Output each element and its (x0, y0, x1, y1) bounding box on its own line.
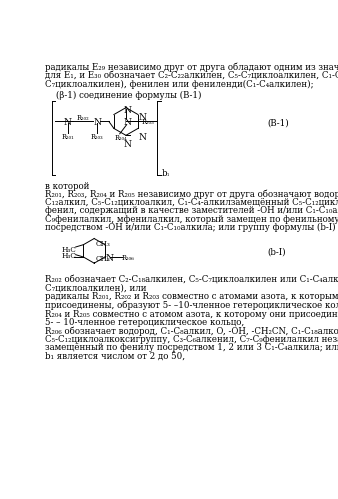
Text: посредством -OH и/или C₁-C₁₀алкила; или группу формулы (b-I): посредством -OH и/или C₁-C₁₀алкила; или … (45, 223, 336, 232)
Text: C₇циклоалкилен), фенилен или фениленди(C₁-C₄алкилен);: C₇циклоалкилен), фенилен или фениленди(C… (45, 80, 314, 89)
Text: R₂₀₁: R₂₀₁ (62, 133, 74, 141)
Text: N: N (124, 106, 132, 115)
Text: (b-I): (b-I) (267, 248, 286, 257)
Text: R₂₀₄ и R₂₀₅ совместно с атомом азота, к которому они присоединены, образуют: R₂₀₄ и R₂₀₅ совместно с атомом азота, к … (45, 309, 338, 319)
Text: N: N (139, 133, 147, 142)
Text: N: N (64, 118, 72, 127)
Text: C₉фенилалкил, мфенилалкил, который замещен по фенильному радикалу: C₉фенилалкил, мфенилалкил, который замещ… (45, 215, 338, 224)
Text: N: N (93, 118, 101, 127)
Text: b₁ является числом от 2 до 50,: b₁ является числом от 2 до 50, (45, 352, 186, 361)
Text: N: N (124, 140, 132, 149)
Text: R₂₀₆ обозначает водород, C₁-C₈алкил, O, -OH, -CH₂CN, C₁-C₁₈алкоксигруппу,: R₂₀₆ обозначает водород, C₁-C₈алкил, O, … (45, 326, 338, 336)
Text: C₁₂алкил, C₅-C₁₂циклоалкил, C₁-C₄-алкилзамещённый C₅-C₁₂циклоалкил, фенил,: C₁₂алкил, C₅-C₁₂циклоалкил, C₁-C₄-алкилз… (45, 198, 338, 207)
Text: R₂₀₆: R₂₀₆ (122, 254, 135, 262)
Text: фенил, содержащий в качестве заместителей -OH и/или C₁-C₁₀алкил; C₇-: фенил, содержащий в качестве заместителе… (45, 206, 338, 215)
Text: N: N (106, 254, 114, 263)
Text: радикалы R₂₀₁, R₂₀₂ и R₂₀₃ совместно с атомами азота, к которым они: радикалы R₂₀₁, R₂₀₂ и R₂₀₃ совместно с а… (45, 292, 338, 301)
Text: b: b (162, 169, 168, 178)
Text: (β-1) соединение формулы (B-1): (β-1) соединение формулы (B-1) (56, 91, 202, 100)
Text: N: N (139, 113, 147, 122)
Text: N: N (124, 118, 132, 127)
Text: C₇циклоалкилен), или: C₇циклоалкилен), или (45, 284, 147, 293)
Text: замещённый по фенилу посредством 1, 2 или 3 C₁-C₄алкила; или C₁-C₈ацил, и: замещённый по фенилу посредством 1, 2 ил… (45, 343, 338, 352)
Text: R₂₀₂: R₂₀₂ (76, 114, 89, 122)
Text: R₂₀₃: R₂₀₃ (91, 133, 104, 141)
Text: ₁: ₁ (167, 172, 169, 177)
Text: R₂₀₂ обозначает C₂-C₁₈алкилен, C₅-C₇циклоалкилен или C₁-C₄алкиленди(C₅-: R₂₀₂ обозначает C₂-C₁₈алкилен, C₅-C₇цикл… (45, 275, 338, 284)
Text: R₂₀₅: R₂₀₅ (141, 118, 154, 126)
Text: C₅-C₁₂циклоалкоксигруппу, C₃-C₆алкенил, C₇-C₉фенилалкил незамещённый или: C₅-C₁₂циклоалкоксигруппу, C₃-C₆алкенил, … (45, 335, 338, 344)
Text: в которой: в которой (45, 182, 90, 191)
Text: (B-1): (B-1) (267, 118, 289, 127)
Text: H₃C: H₃C (62, 252, 77, 260)
Text: CH₃: CH₃ (96, 240, 111, 248)
Text: присоединены, образуют 5- –10-членное гетероциклическое кольцо, или: присоединены, образуют 5- –10-членное ге… (45, 301, 338, 310)
Text: R₂₀₄: R₂₀₄ (114, 134, 127, 142)
Text: CH₃: CH₃ (96, 255, 111, 263)
Text: радикалы E₂₉ независимо друг от друга обладают одним из значений, указанных: радикалы E₂₉ независимо друг от друга об… (45, 63, 338, 72)
Text: для E₁, и E₃₀ обозначает C₂-C₂₂алкилен, C₅-C₇циклоалкилен, C₁-C₄алкиленди(C₅-: для E₁, и E₃₀ обозначает C₂-C₂₂алкилен, … (45, 71, 338, 80)
Text: H₃C: H₃C (62, 246, 77, 254)
Text: R₂₀₁, R₂₀₃, R₂₀₄ и R₂₀₅ независимо друг от друга обозначают водород, C₁-: R₂₀₁, R₂₀₃, R₂₀₄ и R₂₀₅ независимо друг … (45, 189, 338, 199)
Text: 5- – 10-членное гетероциклическое кольцо,: 5- – 10-членное гетероциклическое кольцо… (45, 318, 245, 327)
